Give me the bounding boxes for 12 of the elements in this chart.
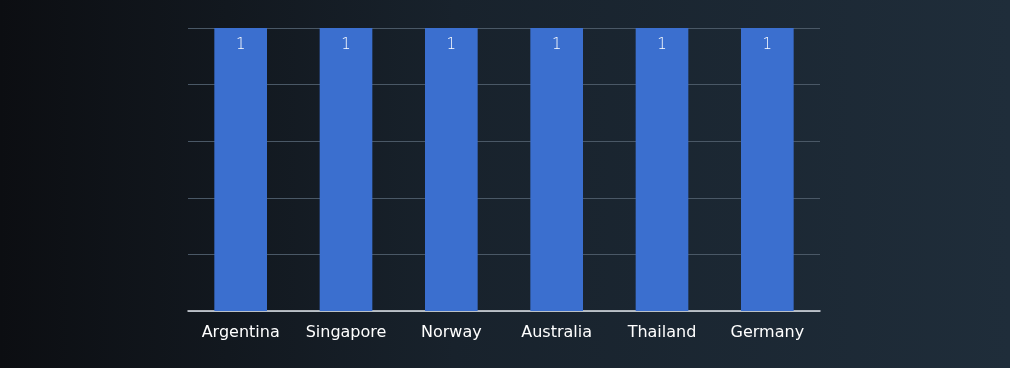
x-tick-label: Australia bbox=[521, 321, 593, 341]
x-tick-label: Norway bbox=[420, 321, 482, 341]
data-label: 1 bbox=[657, 34, 667, 53]
data-label: 1 bbox=[762, 34, 773, 53]
x-tick-label: Argentina bbox=[201, 321, 280, 341]
x-tick-label: Thailand bbox=[626, 321, 697, 341]
x-tick-label: Singapore bbox=[305, 321, 387, 341]
data-label: 1 bbox=[235, 34, 246, 53]
data-label: 1 bbox=[446, 34, 457, 53]
data-label: 1 bbox=[551, 34, 562, 53]
x-tick-label: Germany bbox=[730, 321, 805, 341]
data-label: 1 bbox=[341, 34, 351, 53]
